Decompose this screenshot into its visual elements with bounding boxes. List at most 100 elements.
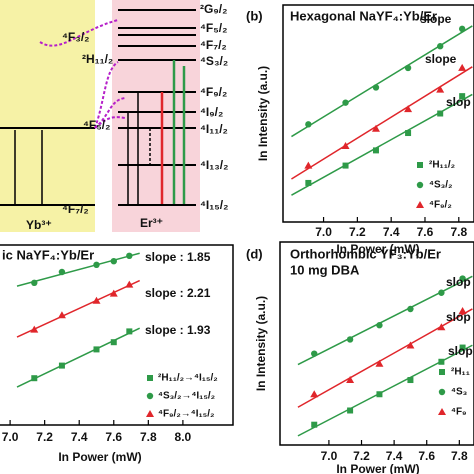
slope-label: slope : 2.21 xyxy=(145,286,211,300)
marker xyxy=(310,390,319,398)
chart-title: ic NaYF₄:Yb/Er xyxy=(2,247,94,262)
level-label: ⁴I₁₃/₂ xyxy=(200,158,228,172)
marker xyxy=(58,362,65,369)
x-tick-label: 7.8 xyxy=(451,449,468,463)
level-label: ⁴F₅/₂ xyxy=(200,21,227,35)
marker xyxy=(305,179,312,186)
x-tick-label: 7.2 xyxy=(353,449,370,463)
legend-label: ²H₁₁/₂→⁴I₁₅/₂ xyxy=(158,373,218,384)
marker xyxy=(458,25,466,33)
chart-title: Hexagonal NaYF₄:Yb/Er xyxy=(290,8,437,23)
marker xyxy=(458,63,467,71)
marker xyxy=(436,43,444,50)
slope-label: slope xyxy=(425,52,457,66)
legend-label: ⁴S₃/₂ xyxy=(429,180,452,191)
marker xyxy=(439,369,445,375)
fit-line xyxy=(291,66,473,180)
level-label: ⁴F₃/₂ xyxy=(62,30,89,44)
marker xyxy=(417,162,423,168)
level-label: ²G₉/₂ xyxy=(200,2,227,16)
marker xyxy=(342,99,349,106)
marker xyxy=(372,84,380,91)
marker xyxy=(30,325,39,333)
marker xyxy=(31,375,38,382)
marker xyxy=(93,261,100,268)
level-label: ⁴F₇/₂ xyxy=(200,38,227,52)
legend-label: ⁴F₉ xyxy=(451,407,467,418)
level-label: ⁴I₁₅/₂ xyxy=(200,198,228,212)
panel-label: (d) xyxy=(246,246,263,261)
marker xyxy=(376,322,383,329)
marker xyxy=(146,410,154,417)
fit-line xyxy=(16,327,141,388)
legend-label: ²H₁₁ xyxy=(451,367,470,378)
plot-frame xyxy=(279,241,474,446)
chart-subtitle: 10 mg DBA xyxy=(290,262,360,277)
x-tick-label: 7.4 xyxy=(71,430,88,444)
level-label: ⁴I₁₁/₂ xyxy=(200,122,228,136)
yb-box xyxy=(0,0,95,232)
marker xyxy=(93,346,100,353)
marker xyxy=(126,252,133,259)
x-tick-label: 7.2 xyxy=(349,225,366,239)
y-axis-label: In Intensity (a.u.) xyxy=(254,296,268,391)
marker xyxy=(438,388,446,396)
marker xyxy=(459,344,466,351)
marker xyxy=(57,311,66,319)
x-tick-label: 7.0 xyxy=(2,430,19,444)
marker xyxy=(458,307,467,315)
x-axis-label: In Power (mW) xyxy=(336,462,419,474)
slope-label: slop xyxy=(448,344,473,358)
marker xyxy=(311,421,318,428)
chart-title: Orthorhombic YF₃:Yb/Er xyxy=(290,246,441,261)
x-tick-label: 7.0 xyxy=(315,225,332,239)
fit-line xyxy=(16,279,141,338)
marker xyxy=(346,336,354,343)
slope-label: slop xyxy=(446,95,471,109)
legend-label: ⁴S₃/₂→⁴I₁₅/₂ xyxy=(158,391,215,402)
marker xyxy=(110,258,117,265)
marker xyxy=(416,181,424,189)
marker xyxy=(110,339,117,346)
marker xyxy=(404,105,413,113)
fit-line xyxy=(16,252,140,287)
transfer xyxy=(39,19,119,47)
ion-label: Yb³⁺ xyxy=(26,218,52,232)
x-tick-label: 7.6 xyxy=(418,449,435,463)
marker xyxy=(406,341,415,349)
legend-label: ⁴F₉/₂→⁴I₁₅/₂ xyxy=(158,409,214,420)
level-label: ⁴I₉/₂ xyxy=(200,105,223,119)
marker xyxy=(438,289,445,296)
marker xyxy=(459,275,466,282)
marker xyxy=(459,93,466,100)
x-tick-label: 7.8 xyxy=(140,430,157,444)
marker xyxy=(407,377,414,384)
marker xyxy=(31,279,38,286)
slope-label: slope : 1.93 xyxy=(145,323,211,337)
marker xyxy=(404,64,412,72)
marker xyxy=(376,391,383,398)
level-label: ⁴F₉/₂ xyxy=(200,85,227,99)
legend-label: ⁴F₉/₂ xyxy=(429,200,452,211)
fit-line xyxy=(297,308,473,408)
x-tick-label: 7.0 xyxy=(321,449,338,463)
marker xyxy=(346,376,355,384)
x-tick-label: 7.6 xyxy=(105,430,122,444)
x-axis-label: In Power (mW) xyxy=(336,242,419,256)
marker xyxy=(416,201,424,208)
level-label: ⁴F₇/₂ xyxy=(62,202,89,216)
er-box xyxy=(112,0,200,232)
y-axis-label: In Intensity (a.u.) xyxy=(256,66,270,161)
marker xyxy=(405,130,412,137)
x-tick-label: 7.4 xyxy=(386,449,403,463)
legend-label: ²H₁₁/₂ xyxy=(429,160,455,171)
x-tick-label: 7.6 xyxy=(417,225,434,239)
marker xyxy=(375,359,384,367)
level-label: ⁴F₅/₂ xyxy=(83,118,110,132)
marker xyxy=(437,323,446,331)
marker xyxy=(146,392,154,400)
marker xyxy=(311,350,318,357)
slope-label: slop xyxy=(446,275,471,289)
x-axis-label: In Power (mW) xyxy=(58,450,141,464)
